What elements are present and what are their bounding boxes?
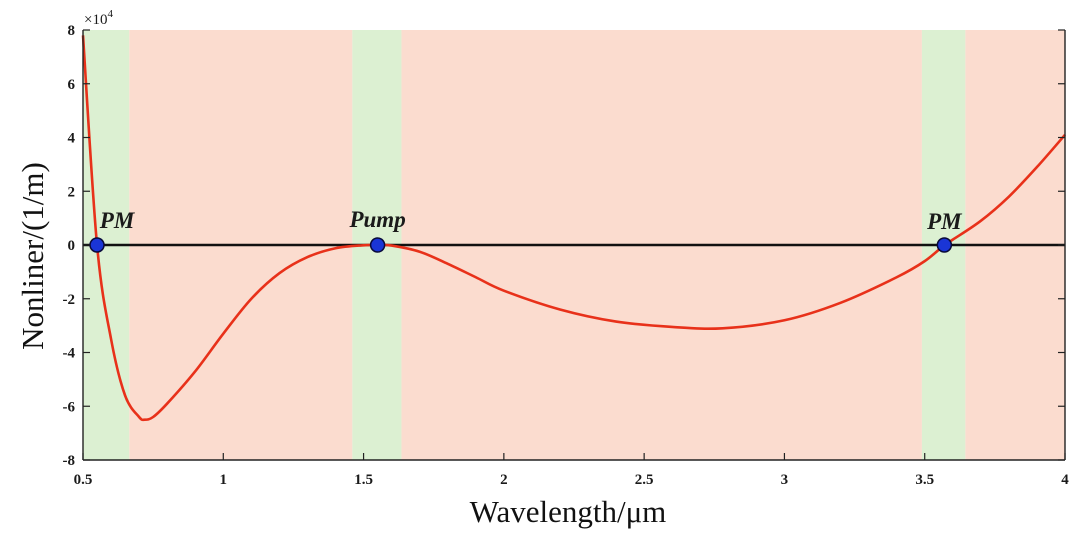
point-marker-1 (369, 237, 386, 253)
x-tick-label: 1.5 (354, 472, 373, 488)
y-tick-label: -6 (63, 399, 76, 415)
x-tick-label: 1 (220, 472, 228, 488)
y-axis-title: Nonliner/(1/m) (15, 162, 50, 350)
y-multiplier-label: ×104 (84, 8, 113, 28)
y-tick-label: -2 (63, 292, 76, 308)
x-tick-label: 2.5 (635, 472, 654, 488)
x-tick-label: 0.5 (74, 472, 93, 488)
x-axis-title: Wavelength/μm (470, 494, 667, 529)
series-layer (81, 35, 1066, 422)
y-tick-label: 6 (68, 77, 76, 93)
y-tick-label: 4 (68, 131, 76, 147)
y-tick-label: -8 (63, 453, 76, 469)
x-tick-label: 4 (1061, 472, 1069, 488)
y-tick-label: 2 (68, 184, 76, 200)
y-tick-label: 0 (68, 238, 76, 254)
y-tick-label: 8 (68, 23, 76, 39)
point-label-0: PM (99, 208, 136, 233)
x-tick-label: 3 (781, 472, 789, 488)
point-marker-2 (936, 237, 953, 253)
point-label-2: PM (926, 209, 963, 234)
marker-layer: PM Pump PM (89, 207, 963, 253)
point-label-1: Pump (348, 207, 405, 232)
series-line-0 (81, 35, 1066, 422)
x-tick-label: 2 (500, 472, 508, 488)
y-tick-label: -4 (63, 346, 76, 362)
x-tick-label: 3.5 (915, 472, 934, 488)
ticks-layer: 0.5 1 1.5 2 2.5 3 3.5 4 -8 -6 -4 -2 0 2 4 6 8 (63, 23, 1070, 488)
point-marker-0 (89, 237, 105, 253)
